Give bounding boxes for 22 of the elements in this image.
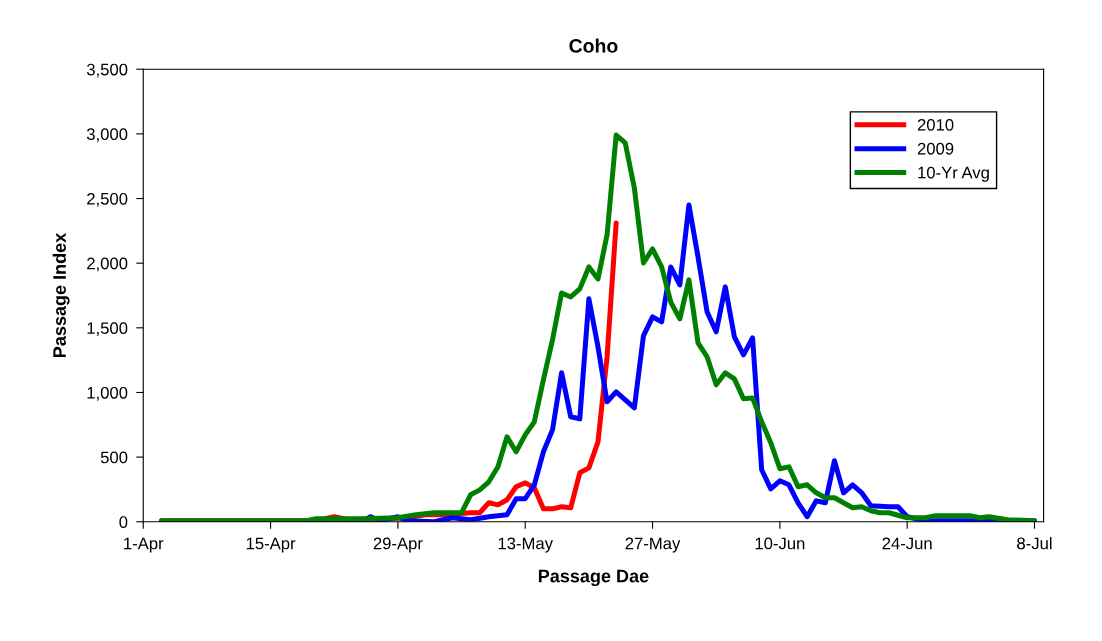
x-tick-label: 27-May [625, 537, 681, 553]
x-axis-title: Passage Dae [538, 569, 649, 587]
x-tick-label: 24-Jun [882, 537, 932, 550]
y-axis-title: Passage Index [52, 232, 70, 358]
y-tick-label: 3,000 [86, 128, 128, 143]
x-tick-label: 13-May [498, 537, 553, 553]
y-tick-label: 1,500 [87, 322, 128, 336]
legend-label: 10-Yr Avg [918, 166, 989, 182]
y-tick-label: 0 [119, 516, 128, 528]
x-tick-label: 15-Apr [246, 537, 296, 553]
y-tick-label: 2,000 [87, 257, 128, 272]
x-tick-label: 29-Apr [373, 537, 423, 553]
y-tick-label: 3,500 [86, 63, 128, 78]
x-tick-label: 8-Jul [1017, 537, 1052, 550]
y-tick-label: 1,000 [87, 386, 128, 401]
x-tick-label: 10-Jun [755, 537, 805, 550]
y-tick-label: 2,500 [87, 192, 128, 207]
legend-label: 2010 [917, 118, 954, 131]
legend-label: 2009 [917, 142, 954, 155]
y-tick-label: 500 [100, 451, 128, 464]
chart-title: Coho [569, 38, 618, 53]
x-tick-label: 1-Apr [124, 537, 164, 553]
